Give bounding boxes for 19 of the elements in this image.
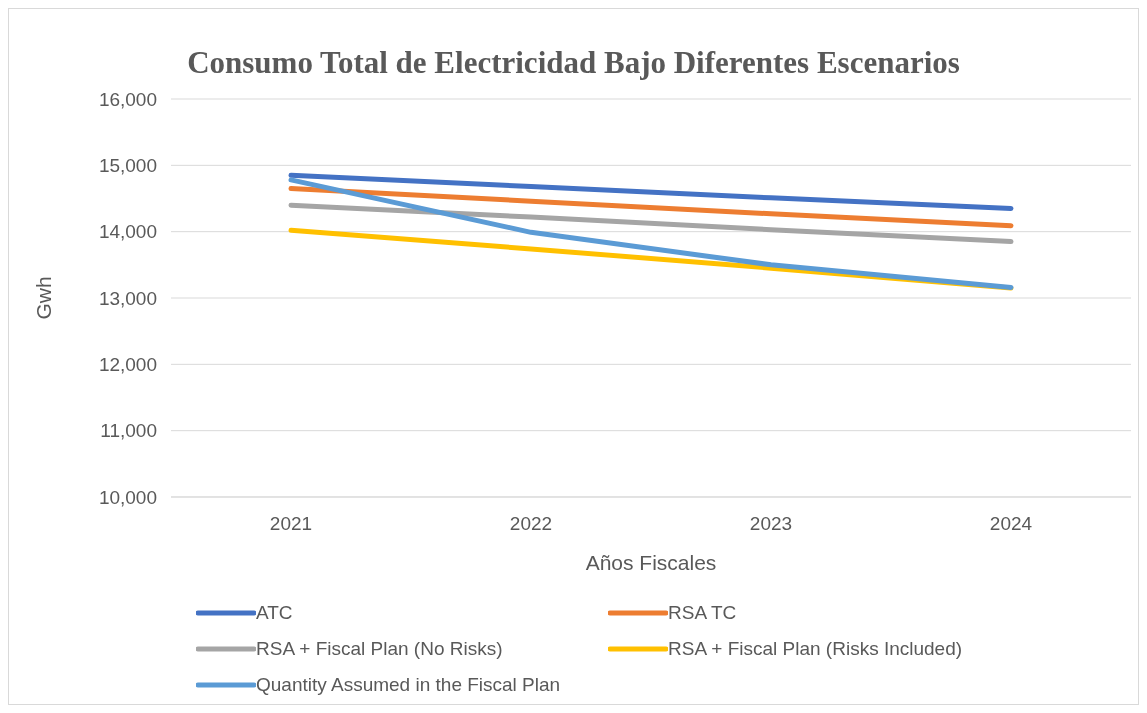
y-tick-label: 15,000 [98, 155, 157, 177]
y-tick-label: 16,000 [98, 88, 157, 110]
x-tick-label: 2021 [269, 513, 313, 535]
x-tick-label: 2023 [749, 513, 793, 535]
x-tick-label: 2024 [989, 513, 1033, 535]
legend-label: RSA + Fiscal Plan (Risks Included) [668, 638, 963, 660]
x-axis-title: Años Fiscales [585, 551, 717, 574]
legend-label: RSA + Fiscal Plan (No Risks) [256, 638, 503, 660]
y-tick-label: 11,000 [100, 420, 157, 442]
chart-title: Consumo Total de Electricidad Bajo Diferentes Escenarios [186, 44, 961, 81]
x-tick-label: 2022 [509, 513, 553, 535]
y-tick-label: 10,000 [98, 486, 157, 508]
legend-label: ATC [256, 602, 293, 624]
y-tick-label: 12,000 [98, 354, 157, 376]
y-tick-label: 14,000 [98, 221, 157, 243]
y-axis-title: Gwh [32, 276, 56, 320]
legend-label: Quantity Assumed in the Fiscal Plan [256, 674, 561, 696]
legend-label: RSA TC [668, 602, 737, 624]
y-tick-label: 13,000 [98, 287, 157, 309]
